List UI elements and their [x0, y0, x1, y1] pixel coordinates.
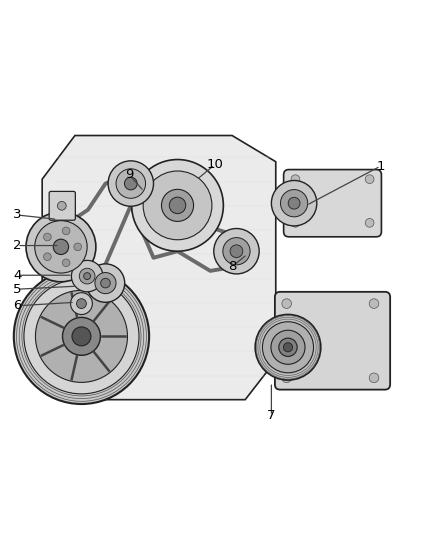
Circle shape: [272, 181, 317, 226]
Circle shape: [124, 177, 137, 190]
FancyBboxPatch shape: [275, 292, 390, 390]
Circle shape: [63, 318, 100, 356]
FancyBboxPatch shape: [284, 169, 381, 237]
Circle shape: [365, 175, 374, 183]
Circle shape: [24, 279, 139, 394]
Circle shape: [279, 338, 297, 357]
Text: 5: 5: [13, 282, 21, 296]
Circle shape: [79, 268, 95, 284]
Text: 10: 10: [206, 158, 223, 171]
Circle shape: [95, 272, 116, 294]
Text: 1: 1: [376, 159, 385, 173]
Circle shape: [14, 269, 149, 404]
Circle shape: [365, 219, 374, 227]
Circle shape: [57, 201, 66, 210]
Circle shape: [291, 219, 300, 227]
Circle shape: [72, 327, 91, 346]
Circle shape: [35, 290, 127, 382]
Circle shape: [282, 299, 291, 309]
Circle shape: [369, 299, 379, 309]
Circle shape: [108, 161, 153, 206]
Circle shape: [162, 189, 194, 221]
Circle shape: [43, 253, 51, 261]
Circle shape: [116, 169, 145, 198]
Circle shape: [74, 243, 81, 251]
Circle shape: [143, 171, 212, 240]
Circle shape: [291, 175, 300, 183]
Text: 4: 4: [13, 269, 21, 282]
Circle shape: [43, 233, 51, 241]
Circle shape: [282, 373, 291, 383]
Circle shape: [35, 221, 87, 273]
Circle shape: [53, 239, 69, 255]
Polygon shape: [42, 135, 276, 400]
Circle shape: [223, 238, 250, 265]
Circle shape: [86, 264, 125, 302]
Circle shape: [262, 322, 314, 373]
Circle shape: [369, 373, 379, 383]
Circle shape: [101, 278, 110, 288]
Circle shape: [71, 261, 103, 292]
Text: 9: 9: [125, 168, 134, 181]
Circle shape: [71, 293, 92, 314]
Circle shape: [84, 273, 91, 280]
Circle shape: [283, 343, 293, 352]
Text: 2: 2: [13, 239, 21, 252]
Circle shape: [214, 229, 259, 274]
Circle shape: [271, 330, 305, 364]
Circle shape: [288, 197, 300, 209]
Circle shape: [77, 298, 86, 309]
Circle shape: [132, 159, 223, 251]
Circle shape: [62, 259, 70, 266]
Text: 8: 8: [228, 260, 236, 273]
Circle shape: [280, 190, 308, 217]
Text: 7: 7: [267, 409, 276, 422]
Circle shape: [255, 314, 321, 380]
Text: 3: 3: [13, 208, 21, 222]
FancyBboxPatch shape: [49, 191, 75, 220]
Circle shape: [230, 245, 243, 257]
Text: 6: 6: [13, 300, 21, 312]
Circle shape: [26, 212, 96, 282]
Circle shape: [62, 227, 70, 235]
Circle shape: [169, 197, 186, 214]
